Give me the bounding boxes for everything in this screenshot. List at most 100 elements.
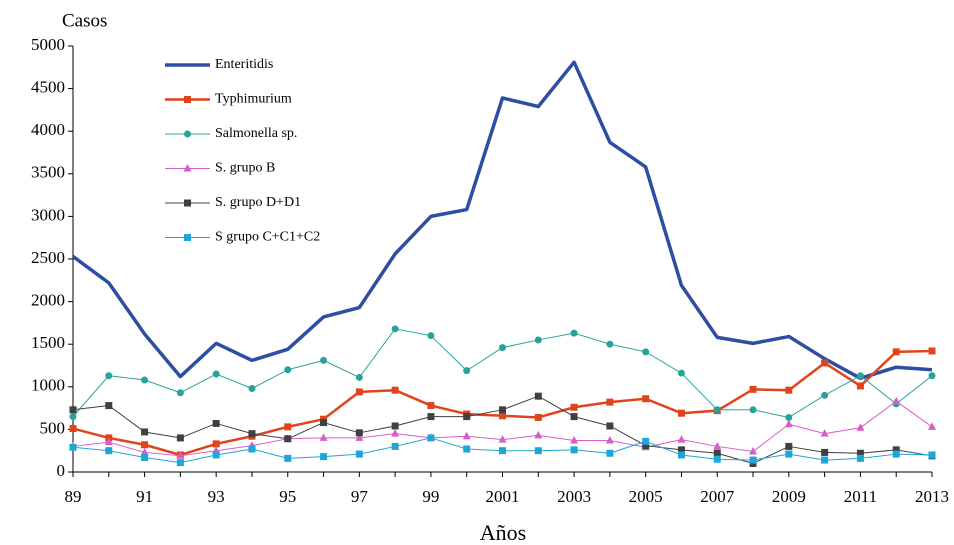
x-tick-label: 93	[208, 487, 225, 506]
data-point	[856, 372, 864, 380]
data-point	[713, 455, 721, 463]
data-point	[212, 370, 220, 378]
data-point	[785, 386, 793, 394]
data-point	[928, 422, 936, 430]
x-tick-label: 99	[422, 487, 439, 506]
y-tick-label: 1500	[31, 333, 65, 352]
data-point	[821, 391, 829, 399]
legend-label: Enteritidis	[215, 57, 273, 72]
data-point	[642, 437, 650, 445]
data-point	[534, 336, 542, 344]
data-point	[355, 429, 363, 437]
data-point	[248, 430, 256, 438]
data-point	[749, 385, 757, 393]
data-point	[141, 441, 149, 449]
data-point	[570, 329, 578, 337]
data-point	[534, 392, 542, 400]
data-point	[463, 445, 471, 453]
data-point	[606, 422, 614, 430]
data-point	[856, 382, 864, 390]
data-point	[498, 435, 507, 443]
data-point	[320, 356, 328, 364]
legend-marker	[184, 199, 191, 207]
data-point	[499, 406, 506, 414]
x-tick-label: 2011	[844, 487, 877, 506]
data-point	[320, 419, 328, 427]
x-tick-label: 2003	[557, 487, 591, 506]
x-tick-label: 2005	[629, 487, 663, 506]
data-point	[928, 347, 936, 355]
data-point	[391, 429, 400, 437]
y-tick-label: 3500	[31, 163, 65, 182]
data-point	[928, 451, 936, 459]
data-point	[355, 373, 363, 381]
data-point	[69, 413, 77, 421]
data-point	[749, 447, 758, 455]
data-point	[176, 451, 185, 459]
series-line	[72, 328, 933, 418]
data-point	[677, 369, 685, 377]
x-tick-label: 2013	[915, 487, 949, 506]
data-point	[499, 344, 506, 352]
x-axis-label: Años	[480, 520, 526, 545]
y-tick-label: 3000	[31, 205, 65, 224]
data-point	[892, 450, 900, 458]
data-point	[605, 435, 614, 444]
data-point	[820, 429, 829, 437]
data-point	[427, 413, 435, 421]
data-point	[176, 434, 184, 442]
data-point	[69, 443, 77, 451]
data-point	[212, 451, 220, 459]
data-point	[319, 433, 328, 441]
data-point	[749, 406, 757, 414]
data-point	[212, 440, 220, 448]
data-point	[570, 413, 578, 421]
x-tick-label: 2009	[772, 487, 806, 506]
data-point	[534, 430, 543, 439]
data-point	[821, 456, 829, 464]
data-point	[570, 446, 578, 454]
data-point	[105, 447, 113, 455]
data-point	[176, 389, 184, 397]
data-point	[892, 396, 901, 405]
x-tick-label: 2001	[486, 487, 520, 506]
data-point	[69, 406, 77, 414]
data-point	[677, 409, 685, 417]
y-tick-label: 5000	[31, 35, 65, 54]
legend-marker	[184, 130, 191, 138]
y-tick-label: 500	[40, 418, 66, 437]
y-tick-label: 1000	[31, 376, 65, 395]
legend-marker	[184, 234, 191, 241]
data-point	[391, 386, 399, 394]
x-tick-label: 2007	[700, 487, 735, 506]
data-point	[606, 398, 614, 406]
x-tick-label: 95	[279, 487, 296, 506]
legend-label: S. grupo B	[215, 161, 275, 176]
y-tick-label: 2500	[31, 248, 65, 267]
data-point	[892, 348, 900, 356]
y-tick-label: 2000	[31, 291, 65, 310]
data-point	[140, 447, 149, 456]
data-point	[105, 402, 113, 410]
data-point	[141, 454, 149, 462]
data-point	[713, 449, 721, 457]
data-point	[499, 447, 506, 455]
data-point	[320, 453, 328, 461]
data-point	[821, 359, 829, 367]
legend-label: S grupo C+C1+C2	[215, 230, 320, 245]
x-tick-label: 91	[136, 487, 153, 506]
data-point	[248, 445, 256, 453]
data-point	[892, 446, 900, 454]
data-point	[856, 423, 865, 431]
y-axis-label: Casos	[62, 10, 107, 31]
data-point	[570, 403, 578, 411]
legend-label: Salmonella sp.	[215, 126, 297, 141]
data-point	[713, 406, 721, 414]
data-point	[105, 372, 113, 380]
legend-label: Typhimurium	[215, 92, 292, 107]
data-point	[284, 454, 292, 462]
data-point	[69, 425, 77, 433]
data-point	[677, 451, 685, 459]
data-point	[713, 441, 722, 450]
